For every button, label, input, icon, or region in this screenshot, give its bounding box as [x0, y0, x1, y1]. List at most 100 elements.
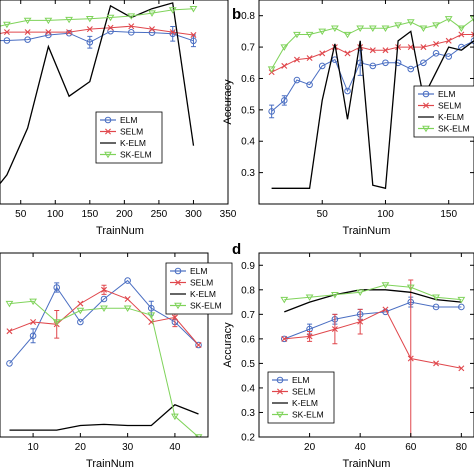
data-point: [343, 31, 352, 39]
data-point: [77, 300, 84, 307]
axis-frame: [258, 0, 474, 205]
data-point: [433, 360, 440, 367]
data-point: [293, 31, 301, 39]
series-k-elm: [9, 404, 199, 431]
data-point: [3, 29, 10, 36]
data-point: [6, 328, 13, 335]
x-axis-title: TrainNum: [343, 458, 391, 470]
axis-frame: [0, 0, 229, 205]
data-point: [331, 326, 338, 333]
data-point: [280, 97, 288, 104]
x-axis-title: TrainNum: [343, 225, 391, 237]
x-tick-label: 250: [151, 209, 168, 220]
legend-label: K-ELM: [190, 289, 216, 299]
y-tick-label: 0.7: [241, 310, 255, 321]
x-tick-label: 300: [185, 209, 202, 220]
y-tick-label: 0.4: [241, 383, 255, 394]
y-tick-label: 0.3: [241, 408, 255, 419]
legend-item-k-elm: K-ELM: [100, 138, 146, 148]
data-point: [100, 305, 108, 312]
panel-letter-b: b: [232, 6, 241, 23]
data-point: [444, 16, 453, 23]
data-point: [319, 50, 326, 57]
y-tick-label: 0.7: [241, 43, 255, 54]
series-sk-elm: [5, 298, 203, 437]
data-point: [394, 22, 403, 29]
data-point: [445, 37, 452, 44]
data-point: [344, 87, 351, 95]
legend-label: SK-ELM: [438, 124, 470, 134]
legend-label: ELM: [292, 375, 309, 385]
data-point: [381, 25, 390, 33]
error-bar: [170, 26, 176, 42]
y-axis-title: Accuracy: [222, 79, 234, 125]
legend-item-selm: SELM: [272, 387, 315, 397]
x-axis-title: TrainNum: [96, 225, 144, 237]
data-point: [267, 66, 276, 73]
data-point: [406, 19, 415, 26]
data-point: [458, 31, 465, 38]
data-point: [368, 25, 377, 33]
data-point: [281, 335, 288, 342]
data-point: [394, 59, 402, 67]
data-point: [77, 318, 84, 326]
data-point: [280, 44, 289, 51]
data-point: [6, 360, 13, 367]
data-point: [65, 29, 73, 37]
series-elm: [0, 26, 197, 49]
data-point: [457, 25, 466, 33]
series-layer: [0, 2, 198, 185]
data-point: [471, 31, 474, 38]
data-point: [194, 434, 203, 437]
data-point: [369, 62, 377, 70]
data-point: [29, 332, 37, 340]
data-point: [123, 305, 132, 312]
series-k-elm: [271, 30, 474, 190]
legend-item-selm: SELM: [170, 278, 213, 288]
x-tick-label: 10: [28, 442, 40, 453]
legend-item-elm: ELM: [418, 89, 455, 99]
data-point: [382, 306, 389, 313]
legend-item-sk-elm: SK-ELM: [272, 410, 324, 420]
legend-label: SK-ELM: [292, 410, 324, 420]
data-point: [147, 312, 156, 319]
data-point: [30, 319, 37, 325]
legend-label: ELM: [438, 89, 455, 99]
y-axis-title: Accuracy: [222, 322, 234, 368]
data-point: [23, 17, 32, 25]
legend-marker: [174, 267, 182, 275]
data-point: [356, 25, 365, 33]
data-point: [406, 284, 415, 292]
x-tick-label: 20: [304, 442, 316, 453]
data-point: [280, 296, 289, 304]
data-point: [148, 10, 156, 17]
series-elm: [268, 37, 474, 119]
data-point: [3, 37, 11, 44]
data-point: [457, 296, 466, 304]
legend-marker: [422, 125, 430, 133]
series-line-k-elm: [0, 2, 195, 185]
series-selm: [0, 23, 197, 38]
legend-label: SELM: [190, 278, 213, 288]
series-line-selm: [271, 34, 474, 73]
data-point: [432, 50, 440, 57]
y-tick-label: 0.5: [241, 105, 255, 116]
data-point: [318, 28, 327, 36]
data-point: [29, 298, 37, 306]
data-point: [445, 53, 453, 60]
data-point: [356, 289, 365, 297]
data-point: [53, 284, 61, 291]
legend-item-k-elm: K-ELM: [170, 289, 216, 299]
x-tick-label: 60: [405, 442, 417, 453]
series-line-selm: [284, 308, 462, 369]
x-tick-label: 30: [122, 442, 134, 453]
series-k-elm: [0, 2, 195, 185]
error-bar: [30, 328, 36, 344]
legend-label: SK-ELM: [120, 150, 152, 160]
y-tick-label: 0.6: [241, 74, 255, 85]
data-point: [169, 30, 177, 38]
panel-letter-d: d: [232, 241, 241, 258]
data-point: [190, 31, 197, 38]
